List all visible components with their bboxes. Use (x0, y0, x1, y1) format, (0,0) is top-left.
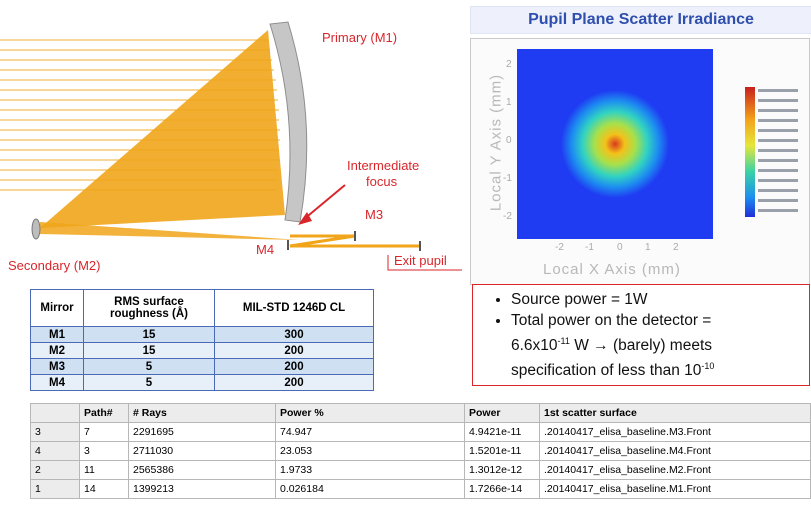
header-path[interactable]: Path# (79, 403, 129, 423)
label-intermediate-focus-2: focus (366, 174, 398, 189)
folded-beam (289, 234, 420, 248)
pupil-plot-panel: 2 1 0 -1 -2 -2 -1 0 1 2 Local X Axis (mm… (470, 38, 810, 285)
table-row[interactable]: 1 14 1399213 0.026184 1.7266e-14.20140417_el… (30, 479, 811, 499)
bullet-source-power: Source power = 1W (511, 289, 809, 310)
table-row: M4 5 200 (30, 374, 374, 391)
header-rays[interactable]: # Rays (128, 403, 276, 423)
optical-layout-diagram: Primary (M1) Intermediate focus M3 M4 Se… (0, 0, 470, 280)
mirror-roughness-table: Mirror RMS surface roughness (Å) MIL-STD… (30, 289, 374, 391)
table-row[interactable]: 3 7 2291695 74.947 4.9421e-11.20140417_elisa… (30, 422, 811, 442)
y-tick-4: -2 (503, 211, 512, 222)
header-power[interactable]: Power (464, 403, 540, 423)
label-secondary: Secondary (M2) (8, 258, 101, 273)
exit-pupil-bracket (387, 255, 462, 271)
x-axis-label: Local X Axis (mm) (543, 261, 681, 278)
header-index[interactable] (30, 403, 80, 423)
pupil-plot-svg (517, 49, 798, 239)
x-tick-1: -1 (585, 242, 594, 253)
label-primary: Primary (M1) (322, 30, 398, 45)
header-mirror: Mirror (30, 289, 84, 327)
secondary-mirror-m2 (31, 218, 41, 240)
label-m4: M4 (256, 242, 275, 257)
x-tick-3: 1 (645, 242, 651, 253)
y-tick-0: 2 (506, 59, 512, 70)
colorbar-labels (758, 89, 798, 212)
header-rms: RMS surface roughness (Å) (83, 289, 215, 327)
table-row[interactable]: 4 3 2711030 23.053 1.5201e-11.20140417_elisa… (30, 441, 811, 461)
header-power-pct[interactable]: Power % (275, 403, 465, 423)
label-m3: M3 (365, 207, 384, 222)
primary-mirror-m1 (269, 21, 308, 223)
scatter-spot (561, 90, 669, 198)
x-tick-2: 0 (617, 242, 623, 253)
paths-header-row: Path# # Rays Power % Power 1st scatter s… (30, 403, 811, 423)
x-tick-0: -2 (555, 242, 564, 253)
table-row: M1 15 300 (30, 326, 374, 343)
table-row: M2 15 200 (30, 342, 374, 359)
y-tick-1: 1 (506, 97, 512, 108)
header-scatter-surface[interactable]: 1st scatter surface (539, 403, 811, 423)
header-milstd: MIL-STD 1246D CL (214, 289, 374, 327)
pupil-plot-title: Pupil Plane Scatter Irradiance (470, 6, 811, 34)
focus-arrowhead (298, 212, 312, 225)
y-tick-2: 0 (506, 135, 512, 146)
summary-bullets: Source power = 1W Total power on the det… (472, 284, 810, 386)
label-exit-pupil: Exit pupil (394, 253, 447, 268)
table-row: M3 5 200 (30, 358, 374, 375)
y-axis-label: Local Y Axis (mm) (487, 73, 505, 212)
table-row[interactable]: 2 11 2565386 1.9733 1.3012e-12.20140417_elis… (30, 460, 811, 480)
converging-beam (40, 30, 285, 228)
label-intermediate-focus-1: Intermediate (347, 158, 420, 173)
secondary-beam (40, 222, 300, 240)
optical-layout-svg (0, 21, 462, 271)
colorbar (745, 87, 755, 217)
focus-arrow (302, 184, 346, 221)
scatter-paths-table: Path# # Rays Power % Power 1st scatter s… (30, 403, 811, 499)
x-tick-4: 2 (673, 242, 679, 253)
y-tick-3: -1 (503, 173, 512, 184)
bullet-total-power: Total power on the detector = 6.6x10-11 … (511, 310, 809, 381)
table-header-row: Mirror RMS surface roughness (Å) MIL-STD… (30, 289, 374, 327)
